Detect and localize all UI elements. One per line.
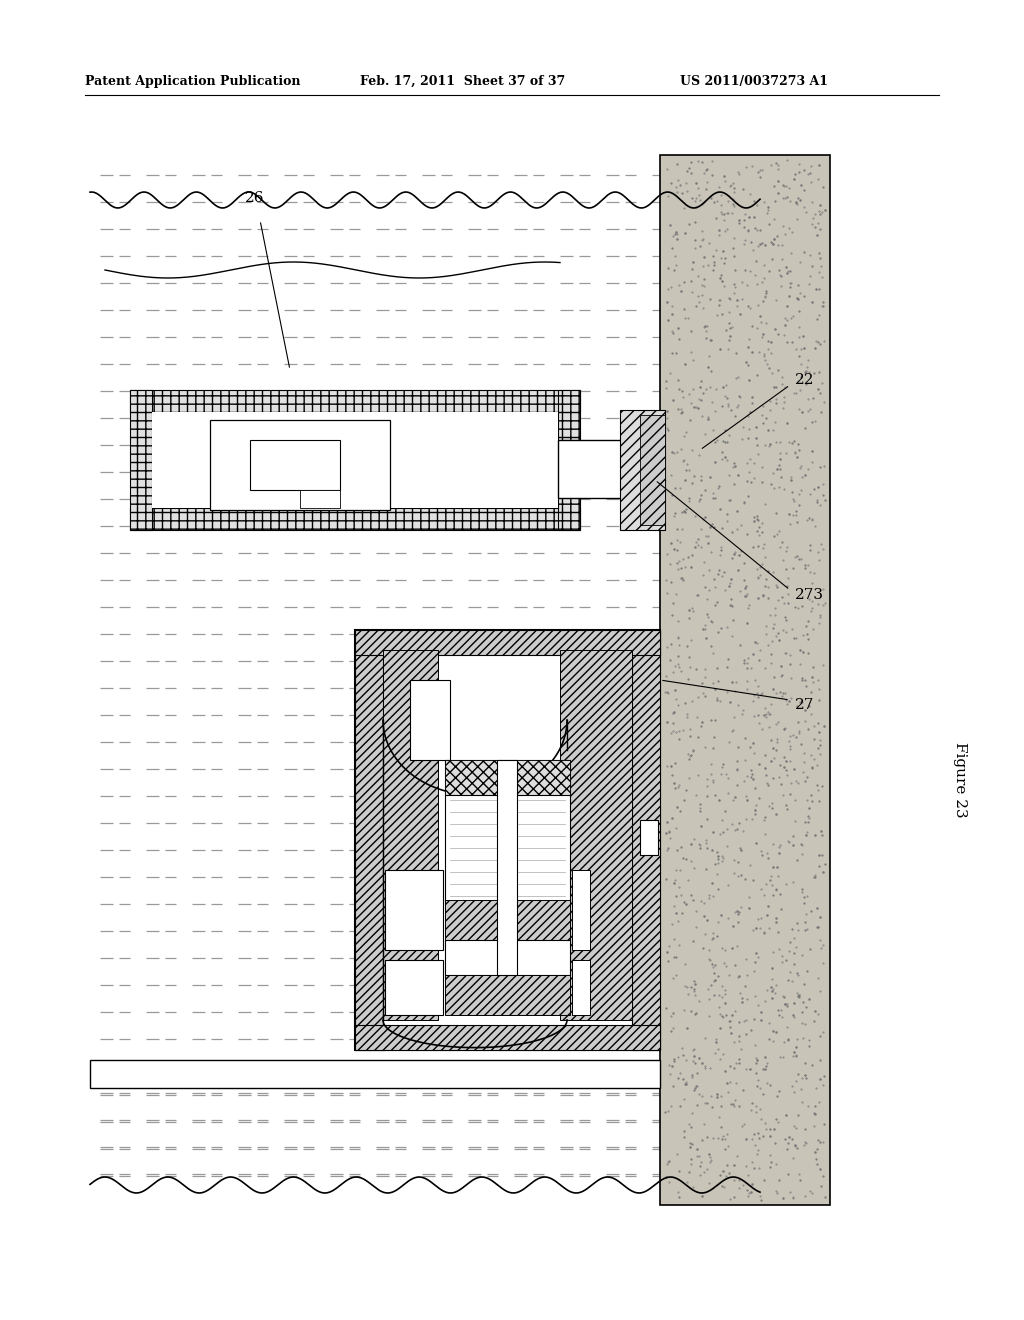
Bar <box>572 870 590 950</box>
Bar <box>250 440 340 490</box>
Bar <box>355 1026 660 1049</box>
Bar <box>130 389 152 531</box>
Bar <box>560 649 632 1020</box>
Text: 26: 26 <box>246 191 265 205</box>
Text: 22: 22 <box>795 374 814 387</box>
Bar <box>445 940 570 975</box>
Bar <box>558 389 580 450</box>
Bar <box>632 630 660 1049</box>
Bar <box>445 900 570 940</box>
Bar <box>410 680 450 760</box>
Bar <box>90 154 770 1205</box>
Text: Figure 23: Figure 23 <box>953 742 967 818</box>
Bar <box>130 389 580 412</box>
Bar <box>355 630 383 1049</box>
Bar <box>383 649 438 1020</box>
Bar <box>572 960 590 1015</box>
Bar <box>445 975 570 1015</box>
Bar <box>445 760 570 795</box>
Bar <box>152 412 558 508</box>
Bar <box>640 820 658 855</box>
Bar <box>90 1060 660 1088</box>
Text: 273: 273 <box>795 587 824 602</box>
Bar <box>385 960 443 1015</box>
Bar <box>355 630 660 655</box>
Bar <box>130 508 580 531</box>
Bar <box>300 490 340 508</box>
Bar <box>355 630 660 1049</box>
Bar <box>385 870 443 950</box>
Text: 27: 27 <box>795 698 814 711</box>
Bar <box>497 760 517 975</box>
Bar <box>620 411 665 531</box>
Bar <box>558 440 663 498</box>
Bar <box>445 795 570 906</box>
Text: Feb. 17, 2011  Sheet 37 of 37: Feb. 17, 2011 Sheet 37 of 37 <box>360 75 565 88</box>
Bar <box>660 154 830 1205</box>
Bar <box>558 484 580 531</box>
Bar <box>210 420 390 510</box>
Bar <box>445 760 570 795</box>
Text: Patent Application Publication: Patent Application Publication <box>85 75 300 88</box>
Bar <box>640 414 665 525</box>
Text: US 2011/0037273 A1: US 2011/0037273 A1 <box>680 75 828 88</box>
